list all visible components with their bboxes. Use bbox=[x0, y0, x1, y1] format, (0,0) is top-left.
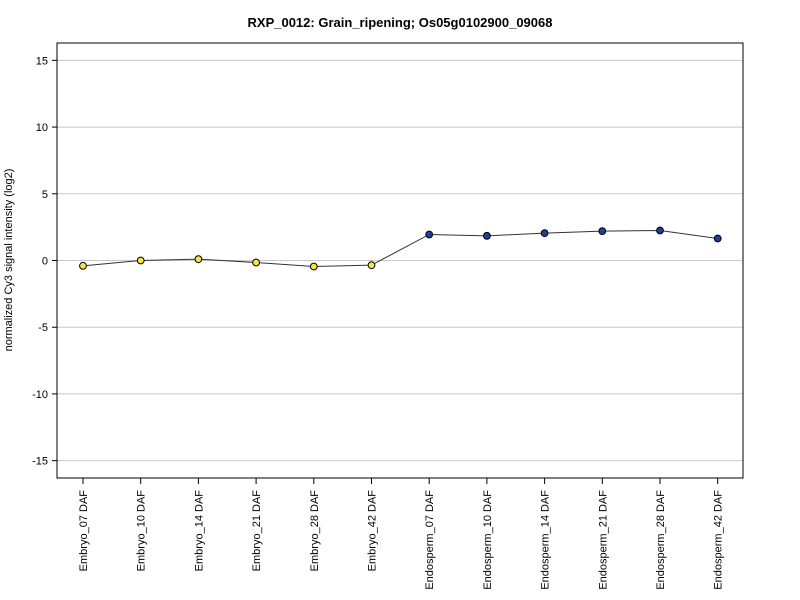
grid-lines bbox=[57, 59, 743, 462]
y-tick-label: -10 bbox=[32, 389, 48, 401]
y-tick-label: 15 bbox=[36, 55, 48, 67]
x-tick-label: Embryo_14 DAF bbox=[193, 490, 205, 572]
y-axis: -15 -10 -5 0 5 10 15 bbox=[32, 55, 57, 468]
y-tick-label: -5 bbox=[38, 322, 48, 334]
x-tick-label: Embryo_10 DAF bbox=[136, 490, 148, 572]
data-point bbox=[713, 234, 722, 243]
y-tick-label: 10 bbox=[36, 122, 48, 134]
x-tick-label: Endosperm_10 DAF bbox=[482, 490, 494, 590]
data-point bbox=[79, 261, 87, 270]
data-point bbox=[309, 262, 318, 271]
data-point bbox=[425, 230, 434, 239]
x-tick-label: Embryo_07 DAF bbox=[78, 490, 90, 572]
y-tick-label: 5 bbox=[42, 189, 48, 201]
data-point bbox=[540, 229, 549, 238]
x-tick-label: Endosperm_14 DAF bbox=[540, 490, 552, 590]
data-point bbox=[194, 255, 203, 264]
series bbox=[79, 226, 722, 271]
chart-title: RXP_0012: Grain_ripening; Os05g0102900_0… bbox=[248, 15, 553, 30]
data-point bbox=[656, 226, 664, 235]
y-tick-label: -15 bbox=[32, 456, 48, 468]
y-tick-label: 0 bbox=[42, 256, 48, 268]
x-tick-label: Embryo_21 DAF bbox=[251, 490, 263, 572]
x-axis: Embryo_07 DAF Embryo_10 DAF Embryo_14 DAF E… bbox=[78, 478, 725, 590]
x-tick-label: Embryo_42 DAF bbox=[367, 490, 379, 572]
x-tick-label: Endosperm_07 DAF bbox=[424, 490, 436, 590]
x-tick-label: Embryo_28 DAF bbox=[309, 490, 321, 572]
data-point bbox=[598, 227, 607, 236]
data-point bbox=[483, 231, 491, 240]
data-point bbox=[136, 256, 145, 265]
series-line bbox=[82, 229, 718, 268]
x-tick-label: Endosperm_42 DAF bbox=[713, 490, 725, 590]
x-tick-label: Endosperm_21 DAF bbox=[597, 490, 609, 590]
data-point bbox=[367, 261, 376, 270]
data-point bbox=[252, 258, 261, 267]
y-axis-label: normalized Cy3 signal intensity (log2) bbox=[3, 169, 15, 352]
x-tick-label: Endosperm_28 DAF bbox=[655, 490, 667, 590]
